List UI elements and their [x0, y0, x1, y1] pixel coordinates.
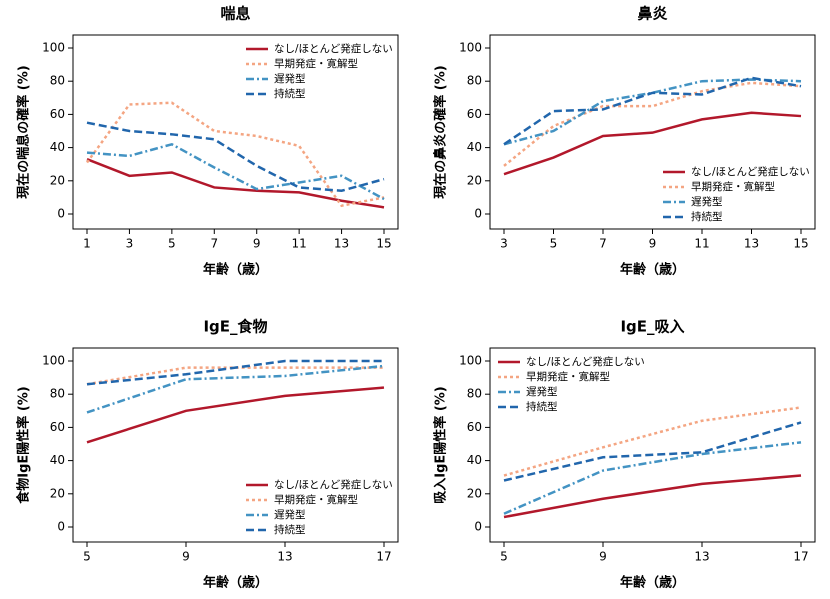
legend-label: 持続型: [274, 87, 306, 100]
x-tick-label: 3: [500, 237, 508, 251]
panel-title: IgE_吸入: [620, 318, 684, 336]
series-line: [503, 78, 802, 146]
legend-label: 遅発型: [526, 385, 558, 398]
x-tick-label: 11: [292, 237, 307, 251]
series-line: [503, 111, 802, 176]
series-line: [86, 386, 385, 444]
series-line: [503, 441, 802, 515]
panel: 鼻炎 0 20 40 60 80 100 3 5 7 9 11 13 15 年齢（歳） 現在の鼻炎の確率 (%…: [433, 5, 816, 278]
series-line: [86, 366, 384, 386]
legend-label: 遅発型: [274, 72, 306, 85]
y-tick-label: 80: [467, 387, 482, 401]
y-tick-label: 80: [50, 74, 65, 88]
y-axis-label: 食物IgE陽性率 (%): [16, 386, 32, 503]
y-tick-label: 80: [467, 74, 482, 88]
legend-label: 遅発型: [274, 508, 306, 521]
y-tick-label: 60: [467, 420, 482, 434]
x-tick-label: 1: [83, 237, 91, 251]
legend-label: 早期発症・寛解型: [274, 57, 358, 70]
y-tick-label: 60: [50, 420, 65, 434]
x-tick-label: 3: [126, 237, 134, 251]
x-tick-label: 13: [744, 237, 759, 251]
legend-label: 遅発型: [691, 195, 723, 208]
panel-title: IgE_食物: [203, 318, 267, 336]
y-tick-label: 100: [42, 41, 65, 55]
x-tick-label: 17: [376, 550, 391, 564]
x-axis-label: 年齢（歳）: [203, 575, 268, 591]
x-tick-label: 5: [168, 237, 176, 251]
x-tick-label: 13: [694, 550, 709, 564]
series-line: [86, 121, 385, 193]
legend-label: 持続型: [274, 523, 306, 536]
y-tick-label: 0: [57, 207, 65, 221]
series-line: [86, 364, 385, 414]
x-tick-label: 9: [253, 237, 261, 251]
x-tick-label: 13: [277, 550, 292, 564]
panel: IgE_食物 0 20 40 60 80 100 5 9 13 17 年齢（歳） 食物IgE陽性率 (%…: [16, 318, 399, 591]
legend-label: 持続型: [526, 400, 558, 413]
y-tick-label: 20: [467, 173, 482, 187]
plot-frame: [72, 347, 399, 543]
y-tick-label: 40: [50, 140, 65, 154]
x-tick-label: 13: [334, 237, 349, 251]
legend-label: 早期発症・寛解型: [526, 370, 610, 383]
y-axis-label: 現在の鼻炎の確率 (%): [433, 65, 449, 198]
x-tick-label: 17: [793, 550, 808, 564]
panel-title: 鼻炎: [637, 5, 667, 23]
legend-label: なし/ほとんど発症しない: [274, 478, 393, 491]
y-tick-label: 20: [50, 486, 65, 500]
y-tick-label: 0: [474, 207, 482, 221]
x-tick-label: 5: [83, 550, 91, 564]
x-tick-label: 11: [694, 237, 709, 251]
plot-frame: [72, 34, 399, 230]
legend-label: なし/ほとんど発症しない: [691, 165, 810, 178]
series-line: [86, 142, 385, 201]
series-line: [86, 359, 384, 386]
y-tick-label: 20: [467, 486, 482, 500]
x-tick-label: 7: [210, 237, 218, 251]
legend-label: なし/ほとんど発症しない: [274, 42, 393, 55]
x-tick-label: 7: [599, 237, 607, 251]
y-tick-label: 100: [459, 354, 482, 368]
legend-label: 持続型: [691, 210, 723, 223]
y-tick-label: 60: [50, 107, 65, 121]
x-tick-label: 5: [550, 237, 558, 251]
y-tick-label: 0: [474, 520, 482, 534]
y-tick-label: 40: [50, 453, 65, 467]
y-tick-label: 20: [50, 173, 65, 187]
y-tick-label: 0: [57, 520, 65, 534]
x-tick-label: 9: [649, 237, 657, 251]
y-tick-label: 100: [459, 41, 482, 55]
x-tick-label: 5: [500, 550, 508, 564]
x-axis-label: 年齢（歳）: [620, 575, 685, 591]
series-line: [503, 81, 802, 167]
series-line: [503, 76, 802, 146]
x-tick-label: 15: [793, 237, 808, 251]
y-axis-label: 吸入IgE陽性率 (%): [433, 386, 449, 503]
legend-label: なし/ほとんど発症しない: [526, 355, 645, 368]
y-tick-label: 60: [467, 107, 482, 121]
panel-title: 喘息: [220, 5, 250, 23]
y-axis-label: 現在の喘息の確率 (%): [16, 65, 32, 198]
panel: IgE_吸入 0 20 40 60 80 100 5 9 13 17 年齢（歳） 吸入IgE陽性率 (%…: [433, 318, 816, 591]
series-line: [503, 406, 802, 477]
x-tick-label: 9: [599, 550, 607, 564]
legend-label: 早期発症・寛解型: [691, 180, 775, 193]
x-axis-label: 年齢（歳）: [620, 262, 685, 278]
y-tick-label: 100: [42, 354, 65, 368]
series-line: [503, 474, 802, 519]
x-tick-label: 9: [182, 550, 190, 564]
y-tick-label: 40: [467, 453, 482, 467]
y-tick-label: 80: [50, 387, 65, 401]
x-tick-label: 15: [376, 237, 391, 251]
y-tick-label: 40: [467, 140, 482, 154]
series-line: [503, 421, 802, 482]
plot-frame: [489, 347, 816, 543]
x-axis-label: 年齢（歳）: [203, 262, 268, 278]
series-line: [86, 158, 385, 209]
legend-label: 早期発症・寛解型: [274, 493, 358, 506]
series-line: [85, 101, 385, 208]
